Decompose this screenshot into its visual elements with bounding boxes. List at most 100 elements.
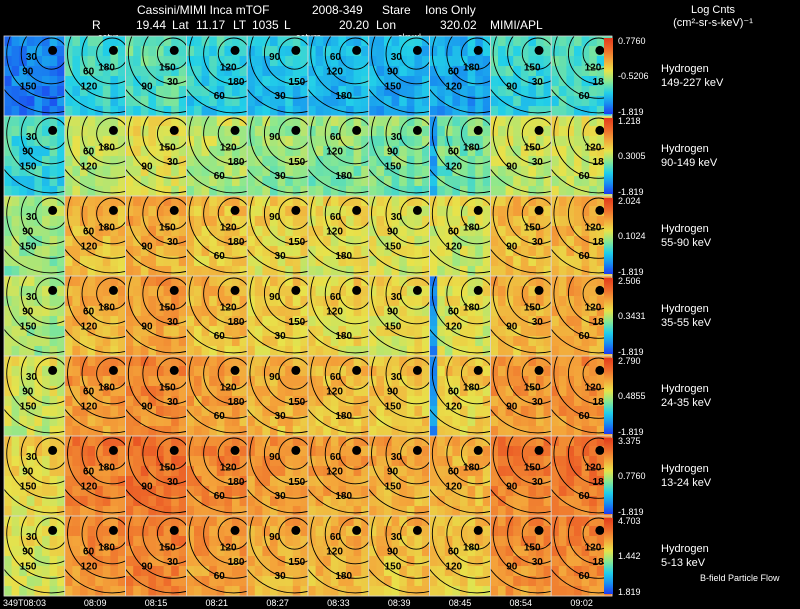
intensity-pixel — [422, 546, 430, 557]
intensity-pixel — [133, 156, 142, 167]
intensity-pixel — [148, 166, 157, 177]
intensity-pixel — [133, 536, 142, 547]
intensity-pixel — [490, 346, 499, 357]
intensity-pixel — [194, 246, 202, 257]
contour-line — [64, 488, 126, 514]
intensity-pixel — [194, 66, 202, 77]
intensity-pixel — [87, 336, 96, 347]
intensity-pixel — [596, 146, 605, 157]
intensity-pixel — [209, 406, 218, 417]
intensity-pixel — [270, 226, 278, 237]
intensity-pixel — [338, 406, 347, 417]
intensity-pixel — [209, 536, 218, 547]
intensity-pixel — [262, 506, 271, 517]
intensity-pixel — [475, 306, 484, 317]
intensity-pixel — [513, 496, 522, 507]
intensity-pixel — [110, 426, 119, 437]
intensity-pixel — [376, 456, 385, 467]
intensity-pixel — [581, 406, 590, 417]
contour-label: 60 — [83, 546, 95, 557]
intensity-pixel — [376, 196, 385, 207]
intensity-pixel — [224, 546, 233, 557]
intensity-pixel — [391, 226, 400, 237]
contour-label: 150 — [524, 222, 541, 233]
l-label: L — [284, 18, 291, 32]
intensity-pixel — [543, 136, 552, 147]
intensity-pixel — [178, 526, 187, 537]
contour-line — [249, 196, 308, 259]
intensity-pixel — [49, 576, 58, 587]
intensity-pixel — [125, 256, 134, 267]
intensity-pixel — [414, 476, 423, 487]
intensity-pixel — [596, 486, 605, 497]
contour-line — [368, 168, 430, 194]
intensity-pixel — [505, 286, 514, 297]
intensity-pixel — [285, 546, 294, 557]
intensity-pixel — [596, 66, 605, 77]
intensity-pixel — [574, 66, 582, 77]
intensity-pixel — [34, 406, 43, 417]
contour-line — [553, 276, 613, 339]
intensity-pixel — [353, 346, 362, 357]
intensity-pixel — [194, 426, 202, 437]
intensity-pixel — [505, 446, 514, 457]
contour-line — [247, 248, 308, 274]
intensity-pixel — [254, 386, 263, 397]
intensity-pixel — [589, 326, 598, 337]
intensity-pixel — [574, 246, 582, 257]
intensity-pixel — [262, 176, 271, 187]
intensity-pixel — [186, 96, 195, 107]
intensity-pixel — [247, 306, 256, 317]
intensity-pixel — [4, 536, 12, 547]
intensity-pixel — [300, 86, 309, 97]
intensity-pixel — [34, 486, 43, 497]
intensity-pixel — [262, 556, 271, 567]
intensity-pixel — [482, 496, 491, 507]
intensity-pixel — [482, 376, 491, 387]
intensity-pixel — [551, 166, 560, 177]
intensity-pixel — [110, 226, 119, 237]
intensity-pixel — [406, 46, 415, 57]
saturn-marker-icon — [352, 205, 362, 215]
intensity-pixel — [42, 116, 50, 127]
intensity-pixel — [490, 256, 499, 267]
contour-line — [156, 517, 187, 550]
intensity-pixel — [596, 346, 605, 357]
intensity-pixel — [232, 266, 240, 277]
intensity-pixel — [475, 146, 484, 157]
intensity-pixel — [315, 246, 324, 257]
intensity-pixel — [171, 186, 180, 197]
intensity-pixel — [239, 136, 248, 147]
intensity-pixel — [95, 566, 104, 577]
intensity-pixel — [57, 246, 66, 257]
contour-line — [217, 517, 248, 550]
intensity-pixel — [308, 266, 316, 277]
intensity-pixel — [201, 496, 210, 507]
intensity-pixel — [482, 126, 491, 137]
intensity-pixel — [498, 426, 506, 437]
intensity-pixel — [118, 206, 126, 217]
contour-line — [217, 197, 248, 230]
intensity-pixel — [551, 366, 560, 377]
intensity-pixel — [437, 216, 446, 227]
intensity-pixel — [110, 276, 119, 287]
intensity-pixel — [581, 286, 590, 297]
intensity-pixel — [505, 196, 514, 207]
intensity-pixel — [475, 236, 484, 247]
intensity-pixel — [72, 326, 81, 337]
intensity-pixel — [201, 416, 210, 427]
intensity-pixel — [87, 426, 96, 437]
intensity-pixel — [285, 126, 294, 137]
contour-line — [35, 357, 65, 390]
intensity-pixel — [551, 236, 560, 247]
intensity-pixel — [34, 466, 43, 477]
intensity-pixel — [42, 296, 50, 307]
intensity-pixel — [429, 486, 438, 497]
intensity-pixel — [353, 466, 362, 477]
intensity-pixel — [49, 556, 58, 567]
intensity-pixel — [102, 136, 111, 147]
intensity-pixel — [224, 496, 233, 507]
saturn-marker-icon — [595, 205, 605, 215]
intensity-pixel — [520, 56, 529, 67]
